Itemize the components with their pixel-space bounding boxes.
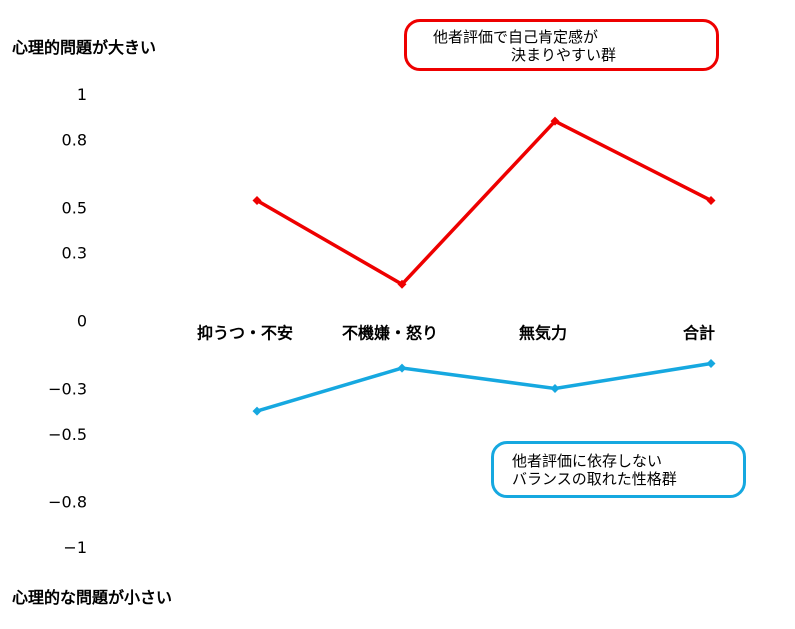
y-tick-label: 0.8: [62, 130, 87, 149]
series-line: [256, 361, 712, 413]
data-point: [706, 359, 716, 369]
y-tick-label: 0: [77, 312, 87, 331]
series-line: [256, 119, 712, 287]
red-group-callout: 他者評価で自己肯定感が 決まりやすい群: [404, 19, 719, 71]
category-label: 無気力: [519, 324, 567, 343]
y-axis-bottom-label: 心理的な問題が小さい: [12, 588, 173, 607]
data-point: [550, 383, 560, 393]
y-tick-label: −1: [63, 538, 87, 557]
y-tick-label: −0.3: [48, 379, 87, 398]
y-tick-label: 0.5: [62, 198, 87, 217]
blue-group-callout: 他者評価に依存しない バランスの取れた性格群: [491, 441, 746, 498]
y-tick-label: −0.8: [48, 493, 87, 512]
data-point: [252, 406, 262, 416]
red-callout-line1: 他者評価で自己肯定感が: [433, 28, 599, 46]
data-point: [252, 195, 262, 205]
data-point: [397, 279, 407, 289]
category-label: 抑うつ・不安: [197, 324, 293, 343]
red-callout-line2: 決まりやすい群: [511, 46, 617, 64]
y-tick-label: −0.5: [48, 425, 87, 444]
data-point: [550, 116, 560, 126]
y-tick-label: 0.3: [62, 244, 87, 263]
y-axis-top-label: 心理的問題が大きい: [12, 38, 157, 57]
data-point: [397, 363, 407, 373]
blue-callout-line2: バランスの取れた性格群: [512, 470, 677, 488]
category-label: 不機嫌・怒り: [342, 324, 438, 343]
y-tick-label: 1: [77, 85, 87, 104]
blue-callout-line1: 他者評価に依存しない: [512, 452, 663, 470]
data-point: [706, 195, 716, 205]
category-label: 合計: [683, 324, 715, 343]
